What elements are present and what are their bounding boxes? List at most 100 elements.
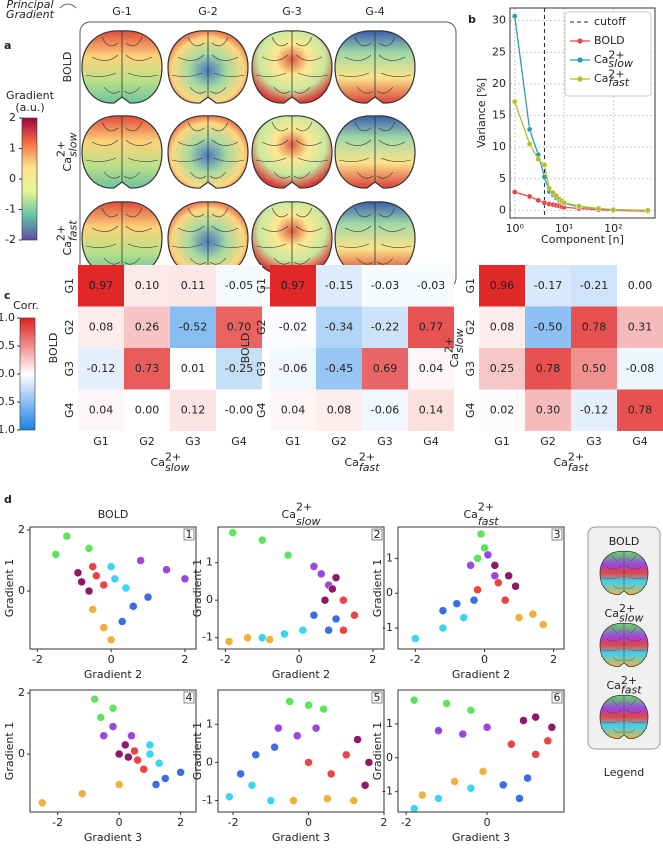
series-marker (576, 203, 582, 209)
heatmap-cell (362, 348, 408, 390)
x-axis-label-base: Ca (553, 456, 567, 469)
legend-item-sub: fast (621, 684, 642, 697)
legend-item-sup: 2+ (619, 602, 635, 615)
series-marker (511, 98, 518, 105)
cell-label: 0.73 (135, 362, 160, 375)
cell-label: 0.04 (419, 362, 444, 375)
x-axis-label-sup: 2+ (359, 451, 375, 464)
row-label: BOLD (61, 52, 74, 83)
scatter-point (62, 531, 72, 541)
row-label-sub: slow (67, 133, 80, 158)
legend-item-base: Ca (606, 679, 620, 692)
plot-background (218, 690, 384, 812)
scatter-point (320, 595, 330, 605)
col-label: G3 (586, 435, 602, 448)
series-marker (511, 189, 518, 195)
scatter-point (324, 625, 333, 635)
scatter-point (258, 633, 267, 642)
series-marker (541, 200, 548, 206)
series-marker (535, 156, 542, 162)
scatter-point (418, 790, 427, 800)
cell-label: 0.04 (89, 403, 114, 416)
x-axis-label-sub: fast (568, 461, 589, 474)
y-tick-label: 15 (492, 109, 506, 122)
heatmap-cell (617, 348, 663, 390)
scatter-point (129, 602, 138, 611)
x-axis-label-base: Ca (151, 456, 165, 469)
brain-map-areas (85, 36, 159, 94)
series-marker (595, 205, 602, 212)
heatmap-cell (316, 389, 362, 431)
cell-label: 0.69 (373, 362, 398, 375)
plot-frame (397, 526, 565, 650)
scatter-point (236, 769, 245, 779)
legend-brain (599, 551, 649, 595)
x-axis-label: Ca 2+fast (553, 451, 589, 474)
y-tick-label: 1 (386, 551, 393, 564)
heatmap-cell (362, 389, 408, 431)
heatmap-cell (408, 389, 454, 431)
column-title-sup: 2+ (478, 500, 494, 513)
brain-map (81, 115, 163, 189)
scatter-point (106, 635, 116, 645)
x-tick-label: 2 (381, 816, 388, 829)
x-axis-label: Gradient 2 (452, 668, 510, 681)
row-label: G2 (255, 319, 268, 335)
col-label: G1 (285, 435, 301, 448)
scatter-point (266, 796, 276, 805)
cell-label: -0.34 (325, 320, 353, 333)
heatmap-cell (479, 265, 525, 307)
annotation-arrow (59, 3, 77, 9)
x-tick-label: 0 (305, 816, 312, 829)
x-axis-label: Ca 2+slow (151, 451, 190, 474)
legend-item-base: Ca (605, 607, 619, 620)
x-axis-label: Ca 2+fast (344, 451, 380, 474)
row-label: G2 (63, 319, 76, 335)
y-tick-label: 2 (18, 686, 25, 699)
brain-map-areas (255, 207, 329, 265)
heatmap-cell (479, 306, 525, 348)
y-tick-label: 1 (386, 717, 393, 730)
scatter-point (78, 789, 87, 798)
y-axis-label: Gradient 1 (3, 559, 16, 617)
column-title-sub: fast (478, 515, 499, 528)
cell-label: 0.78 (628, 403, 653, 416)
scatter-point (154, 758, 164, 768)
cell-label: -0.50 (534, 320, 562, 333)
y-axis-label: Gradient 1 (371, 722, 384, 780)
scatter-point (339, 625, 348, 635)
row-label: G3 (255, 361, 268, 377)
scatter-point (127, 731, 136, 740)
scatter-point (251, 750, 260, 760)
plot-frame (217, 689, 385, 813)
scatter-point (331, 614, 341, 624)
cell-label: 0.97 (281, 279, 306, 292)
legend-swatch (577, 38, 583, 44)
colorbar-title: Corr. (13, 299, 39, 312)
y-tick-label: 10 (492, 140, 506, 153)
scatter-point (452, 599, 462, 608)
scatter-point (349, 796, 359, 805)
row-label: Ca2+ slow (55, 133, 80, 172)
y-axis-label: Gradient 1 (191, 559, 204, 617)
scatter-point (483, 550, 493, 560)
scatter-point (311, 723, 321, 733)
scatter-point (353, 735, 362, 744)
plot-number-box (551, 691, 563, 704)
scatter-point (280, 629, 289, 639)
row-label: G3 (464, 361, 477, 377)
heatmap-cell (316, 348, 362, 390)
scatter-point (84, 586, 94, 596)
col-label: G4 (423, 435, 439, 448)
legend-label: Ca 2+fast (594, 67, 630, 89)
heatmap-cell (479, 389, 525, 431)
cell-label: 0.00 (628, 279, 653, 292)
x-axis-label-sub: slow (165, 461, 190, 474)
scatter-point (99, 623, 109, 632)
legend-label-base: Ca (594, 72, 608, 85)
cell-label: -0.12 (87, 362, 115, 375)
heatmap-cell (617, 265, 663, 307)
row-label: BOLD (61, 52, 74, 83)
x-tick-label: 2 (177, 816, 184, 829)
heatmap-cell (124, 265, 170, 307)
